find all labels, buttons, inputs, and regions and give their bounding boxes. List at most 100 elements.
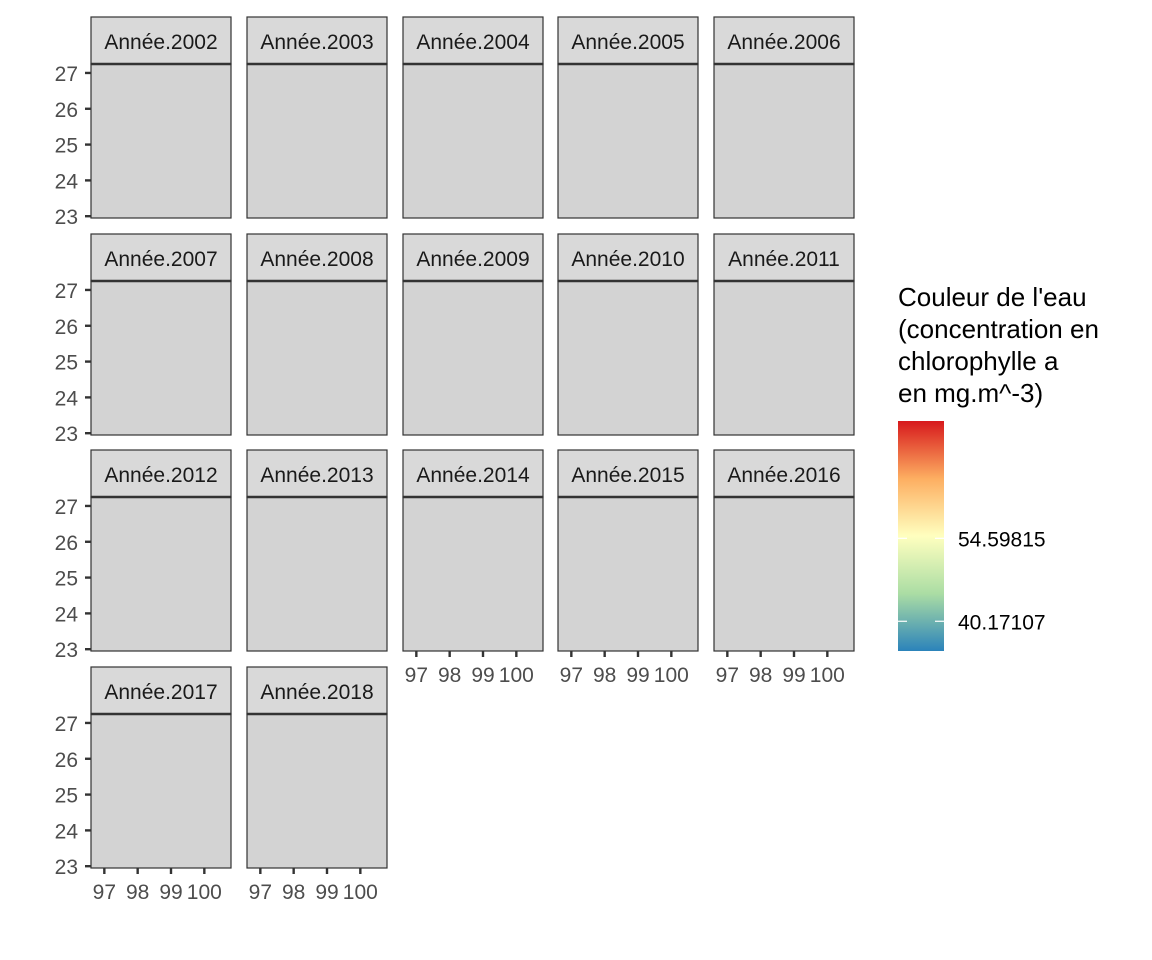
y-tick-label-2002-25: 25 xyxy=(55,135,78,158)
facet-panel-2003: Année.2003 xyxy=(246,16,388,219)
legend-break-label-0: 54.59815 xyxy=(958,528,1046,551)
facet-strip-2003 xyxy=(246,16,388,65)
y-tick-label-2012-27: 27 xyxy=(55,496,78,519)
facet-strip-label-2006: Année.2006 xyxy=(727,31,840,54)
facet-panel-2011: Année.2011 xyxy=(713,233,855,436)
x-tick-label-2014-99: 99 xyxy=(471,664,494,687)
facet-panel-2009: Année.2009 xyxy=(402,233,544,436)
y-tick-label-2012-23: 23 xyxy=(55,639,78,662)
y-tick-label-2002-27: 27 xyxy=(55,63,78,86)
facet-strip-2014 xyxy=(402,449,544,498)
y-tick-label-2007-24: 24 xyxy=(55,387,79,410)
color-legend: Couleur de l'eau (concentration en chlor… xyxy=(898,282,1099,651)
facet-strip-2017 xyxy=(90,666,232,715)
panel-background-2003 xyxy=(246,63,388,219)
x-tick-label-2015-99: 99 xyxy=(626,664,649,687)
facet-strip-label-2005: Année.2005 xyxy=(571,31,684,54)
facet-strip-label-2008: Année.2008 xyxy=(260,248,373,271)
x-tick-label-2018-100: 100 xyxy=(343,881,378,904)
facet-strip-label-2012: Année.2012 xyxy=(104,464,217,487)
x-tick-label-2017-100: 100 xyxy=(187,881,222,904)
y-tick-label-2017-25: 25 xyxy=(55,785,78,808)
panel-background-2016 xyxy=(713,496,855,652)
panel-background-2006 xyxy=(713,63,855,219)
x-tick-label-2015-98: 98 xyxy=(593,664,616,687)
facet-strip-2013 xyxy=(246,449,388,498)
x-tick-label-2017-99: 99 xyxy=(159,881,182,904)
facet-strip-label-2011: Année.2011 xyxy=(728,248,840,271)
panel-background-2017 xyxy=(90,713,232,869)
facet-strip-2018 xyxy=(246,666,388,715)
panel-background-2007 xyxy=(90,280,232,436)
facet-strip-label-2015: Année.2015 xyxy=(571,464,684,487)
x-tick-label-2015-100: 100 xyxy=(654,664,689,687)
y-tick-label-2012-26: 26 xyxy=(55,532,78,555)
facet-panel-2013: Année.2013 xyxy=(246,449,388,652)
y-tick-label-2017-27: 27 xyxy=(55,713,78,736)
facet-strip-2011 xyxy=(713,233,855,282)
x-tick-label-2018-97: 97 xyxy=(249,881,272,904)
facet-panel-2018: Année.2018 97 98 99 100 xyxy=(246,666,388,904)
facet-strip-label-2009: Année.2009 xyxy=(416,248,529,271)
x-tick-label-2014-100: 100 xyxy=(499,664,534,687)
y-tick-label-2017-24: 24 xyxy=(55,820,79,843)
facet-strip-2008 xyxy=(246,233,388,282)
panel-background-2002 xyxy=(90,63,232,219)
facet-strip-2012 xyxy=(90,449,232,498)
facet-strip-label-2002: Année.2002 xyxy=(104,31,217,54)
y-tick-label-2007-26: 26 xyxy=(55,316,78,339)
x-tick-label-2017-97: 97 xyxy=(93,881,116,904)
facet-strip-label-2004: Année.2004 xyxy=(416,31,530,54)
x-tick-label-2014-97: 97 xyxy=(405,664,428,687)
y-tick-label-2002-23: 23 xyxy=(55,206,78,229)
x-tick-label-2016-99: 99 xyxy=(782,664,805,687)
panel-background-2013 xyxy=(246,496,388,652)
legend-breaks: 54.59815 40.17107 xyxy=(898,528,1046,634)
facet-strip-2009 xyxy=(402,233,544,282)
y-tick-label-2002-24: 24 xyxy=(55,170,79,193)
facet-strip-2002 xyxy=(90,16,232,65)
panel-background-2014 xyxy=(402,496,544,652)
facet-strip-2007 xyxy=(90,233,232,282)
facet-panel-2006: Année.2006 xyxy=(713,16,855,219)
panel-background-2018 xyxy=(246,713,388,869)
x-tick-label-2018-98: 98 xyxy=(282,881,305,904)
facet-panel-2004: Année.2004 xyxy=(402,16,544,219)
facet-strip-2015 xyxy=(557,449,699,498)
facet-strip-2004 xyxy=(402,16,544,65)
panel-background-2015 xyxy=(557,496,699,652)
x-tick-label-2015-97: 97 xyxy=(560,664,583,687)
facet-panel-2010: Année.2010 xyxy=(557,233,699,436)
facet-panel-2007: Année.2007 23 24 25 26 27 xyxy=(55,233,232,446)
legend-title-line-1: Couleur de l'eau xyxy=(898,282,1087,312)
facet-strip-label-2016: Année.2016 xyxy=(727,464,840,487)
y-tick-label-2012-25: 25 xyxy=(55,568,78,591)
panel-background-2008 xyxy=(246,280,388,436)
legend-title-line-4: en mg.m^-3) xyxy=(898,378,1043,408)
panel-background-2010 xyxy=(557,280,699,436)
y-tick-label-2007-23: 23 xyxy=(55,423,78,446)
x-tick-label-2016-100: 100 xyxy=(810,664,845,687)
y-tick-label-2007-27: 27 xyxy=(55,280,78,303)
facet-strip-2005 xyxy=(557,16,699,65)
y-tick-label-2007-25: 25 xyxy=(55,352,78,375)
panel-background-2009 xyxy=(402,280,544,436)
facet-panel-2008: Année.2008 xyxy=(246,233,388,436)
facet-strip-label-2017: Année.2017 xyxy=(104,681,217,704)
facet-panel-2015: Année.2015 97 98 99 100 xyxy=(557,449,699,687)
x-tick-label-2016-98: 98 xyxy=(749,664,772,687)
panel-background-2011 xyxy=(713,280,855,436)
y-tick-label-2002-26: 26 xyxy=(55,99,78,122)
facet-grid: Année.2002 23 24 25 26 27 Année.2003 Année.2004… xyxy=(55,16,855,904)
facet-panel-2017: Année.2017 23 24 25 26 27 97 98 99 100 xyxy=(55,666,232,904)
y-tick-label-2012-24: 24 xyxy=(55,603,79,626)
facet-strip-label-2007: Année.2007 xyxy=(104,248,217,271)
panel-background-2004 xyxy=(402,63,544,219)
facet-panel-2016: Année.2016 97 98 99 100 xyxy=(713,449,855,687)
x-tick-label-2018-99: 99 xyxy=(315,881,338,904)
facet-strip-label-2003: Année.2003 xyxy=(260,31,373,54)
y-tick-label-2017-23: 23 xyxy=(55,856,78,879)
facet-panel-2002: Année.2002 23 24 25 26 27 xyxy=(55,16,232,229)
panel-background-2005 xyxy=(557,63,699,219)
facet-strip-label-2018: Année.2018 xyxy=(260,681,373,704)
